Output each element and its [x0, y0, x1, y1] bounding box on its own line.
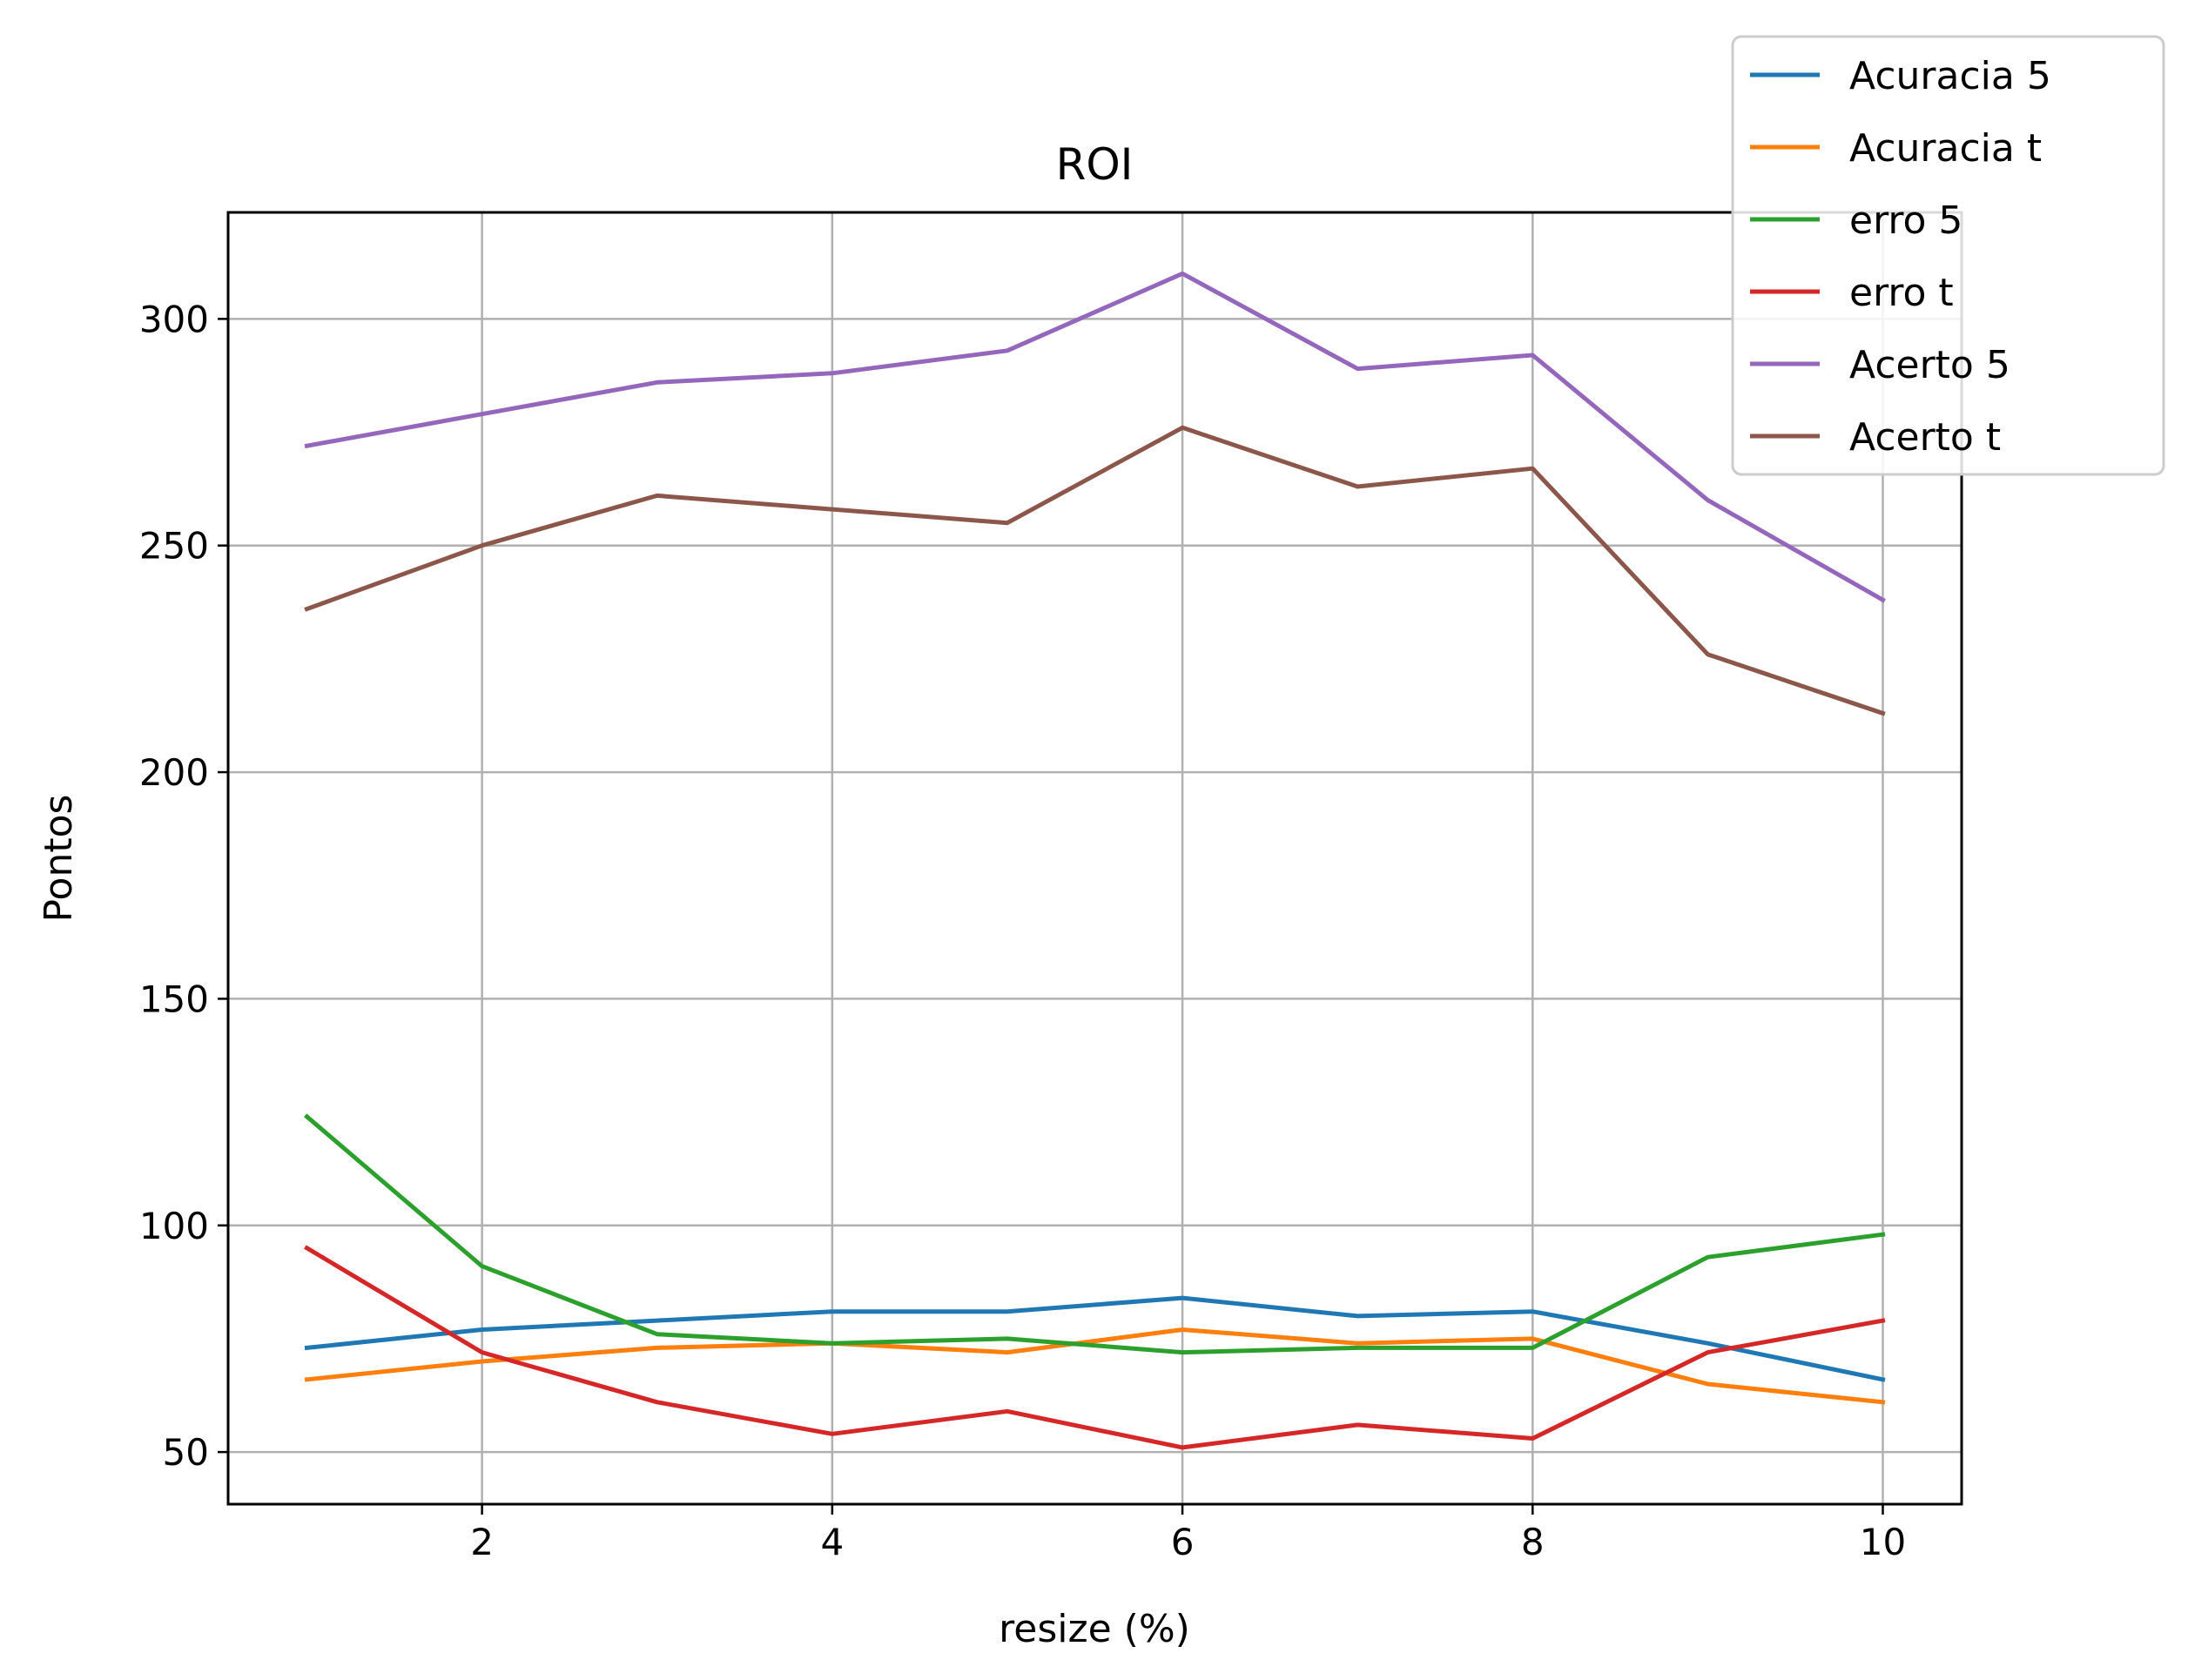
series-line: [304, 1295, 1886, 1382]
series-line: [304, 1327, 1886, 1405]
series-line: [304, 425, 1886, 716]
x-tick-label: 8: [1521, 1521, 1545, 1563]
axis-ticks: 2 4 6 8 10 50 100 150 200 250 300: [139, 298, 1906, 1563]
series-lines: [303, 271, 1886, 1450]
series-line: [304, 271, 1886, 603]
legend-label: Acuracia t: [1849, 126, 2042, 171]
legend-box: [1731, 35, 2165, 476]
y-tick-label: 200: [139, 751, 209, 794]
chart-title: ROI: [1056, 139, 1134, 190]
legend-label: erro 5: [1849, 198, 1962, 243]
y-tick-label: 50: [163, 1431, 209, 1474]
y-tick-label: 150: [139, 978, 209, 1020]
legend-label: erro t: [1849, 271, 1954, 315]
series-line: [303, 1113, 1886, 1355]
x-tick-label: 6: [1171, 1521, 1195, 1563]
y-tick-label: 100: [139, 1205, 209, 1247]
legend: Acuracia 5 Acuracia t erro 5 erro t Acerto 5…: [1731, 35, 2165, 476]
y-axis-label: Pontos: [37, 795, 81, 923]
legend-label: Acuracia 5: [1849, 54, 2051, 98]
plot-frame: [226, 211, 1963, 1506]
series-line: [304, 1245, 1886, 1450]
x-tick-label: 2: [470, 1521, 494, 1563]
legend-label: Acerto 5: [1849, 343, 2010, 387]
y-tick-label: 300: [139, 298, 209, 340]
y-tick-label: 250: [139, 525, 209, 568]
x-tick-label: 10: [1860, 1521, 1906, 1563]
legend-label: Acerto t: [1849, 415, 2001, 460]
x-axis-label: resize (%): [999, 1607, 1190, 1651]
x-tick-label: 4: [820, 1521, 844, 1563]
